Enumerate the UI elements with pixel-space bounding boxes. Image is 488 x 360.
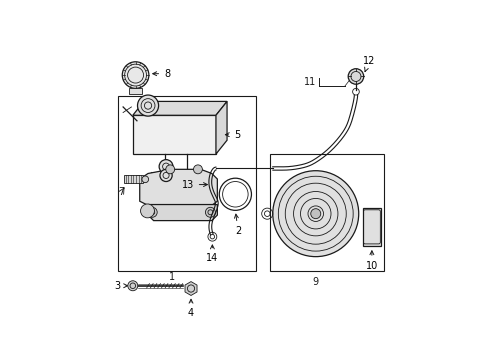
Circle shape <box>127 281 138 291</box>
Text: 1: 1 <box>168 273 174 283</box>
Bar <box>124 175 142 183</box>
Polygon shape <box>184 282 197 296</box>
Circle shape <box>193 165 202 174</box>
Circle shape <box>272 171 358 257</box>
Circle shape <box>160 169 172 181</box>
Circle shape <box>122 62 148 89</box>
Circle shape <box>159 159 173 174</box>
Polygon shape <box>216 102 226 154</box>
Circle shape <box>347 69 363 84</box>
Bar <box>269 154 383 270</box>
Circle shape <box>205 207 215 217</box>
Text: 11: 11 <box>303 77 315 87</box>
Circle shape <box>147 207 157 217</box>
Text: 9: 9 <box>312 278 318 287</box>
Polygon shape <box>140 169 217 205</box>
Text: 7: 7 <box>118 187 124 197</box>
Text: 4: 4 <box>187 299 194 318</box>
Polygon shape <box>133 102 226 115</box>
Circle shape <box>142 176 148 183</box>
Polygon shape <box>148 204 217 221</box>
Bar <box>117 96 256 270</box>
Text: 10: 10 <box>365 251 377 271</box>
Text: 6: 6 <box>134 172 155 185</box>
Text: 13: 13 <box>181 180 207 190</box>
Bar <box>129 88 142 94</box>
Text: 8: 8 <box>152 69 170 79</box>
Text: 12: 12 <box>362 56 374 72</box>
Text: 5: 5 <box>225 130 240 140</box>
Text: 3: 3 <box>114 281 127 291</box>
Bar <box>133 115 216 154</box>
Text: 14: 14 <box>206 245 218 263</box>
Bar <box>362 208 380 246</box>
Circle shape <box>310 209 320 219</box>
Circle shape <box>140 204 154 218</box>
Text: 2: 2 <box>234 214 241 236</box>
Circle shape <box>165 165 174 174</box>
Circle shape <box>137 95 158 116</box>
